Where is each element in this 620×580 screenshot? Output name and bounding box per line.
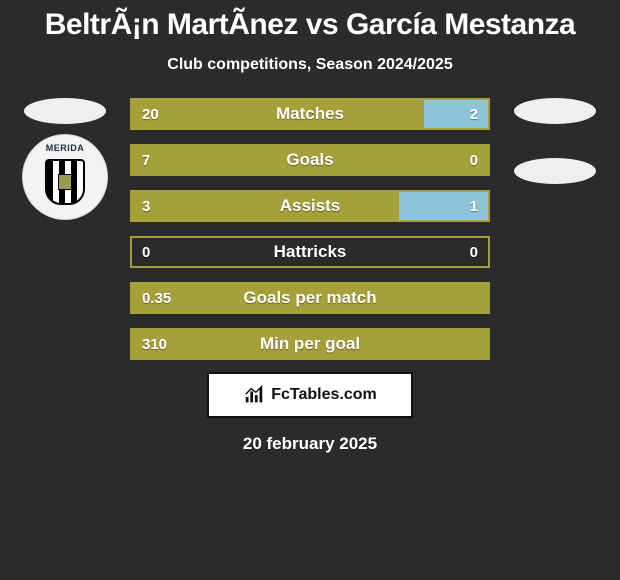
stat-bar-goals-per-match: 0.35Goals per match (130, 282, 490, 314)
bar-label: Goals (132, 146, 488, 174)
player-flag-placeholder-right-2 (514, 158, 596, 184)
subtitle: Club competitions, Season 2024/2025 (0, 56, 620, 74)
chart-icon (243, 384, 265, 406)
player-flag-placeholder-left (24, 98, 106, 124)
bar-label: Min per goal (132, 330, 488, 358)
stat-bar-matches: 202Matches (130, 98, 490, 130)
page-title: BeltrÃ¡n MartÃ­nez vs García Mestanza (0, 8, 620, 42)
left-player-column: MERIDA (20, 98, 110, 220)
bar-label: Matches (132, 100, 488, 128)
stat-bar-goals: 70Goals (130, 144, 490, 176)
stat-bar-min-per-goal: 310Min per goal (130, 328, 490, 360)
bar-label: Hattricks (132, 238, 488, 266)
fctables-logo[interactable]: FcTables.com (207, 372, 413, 418)
logo-text: FcTables.com (271, 386, 377, 404)
comparison-card: BeltrÃ¡n MartÃ­nez vs García Mestanza Cl… (0, 0, 620, 454)
club-shield-icon (45, 159, 85, 205)
bar-label: Assists (132, 192, 488, 220)
stat-bar-assists: 31Assists (130, 190, 490, 222)
stat-bar-hattricks: 00Hattricks (130, 236, 490, 268)
content-row: MERIDA 202Matches 70Goals 31Assists 00Hattr… (0, 98, 620, 360)
player-flag-placeholder-right-1 (514, 98, 596, 124)
footer-date: 20 february 2025 (0, 434, 620, 454)
stat-bars: 202Matches 70Goals 31Assists 00Hattricks 0.3… (130, 98, 490, 360)
club-badge-merida: MERIDA (22, 134, 108, 220)
bar-label: Goals per match (132, 284, 488, 312)
right-player-column (510, 98, 600, 184)
club-badge-label: MERIDA (23, 143, 107, 153)
